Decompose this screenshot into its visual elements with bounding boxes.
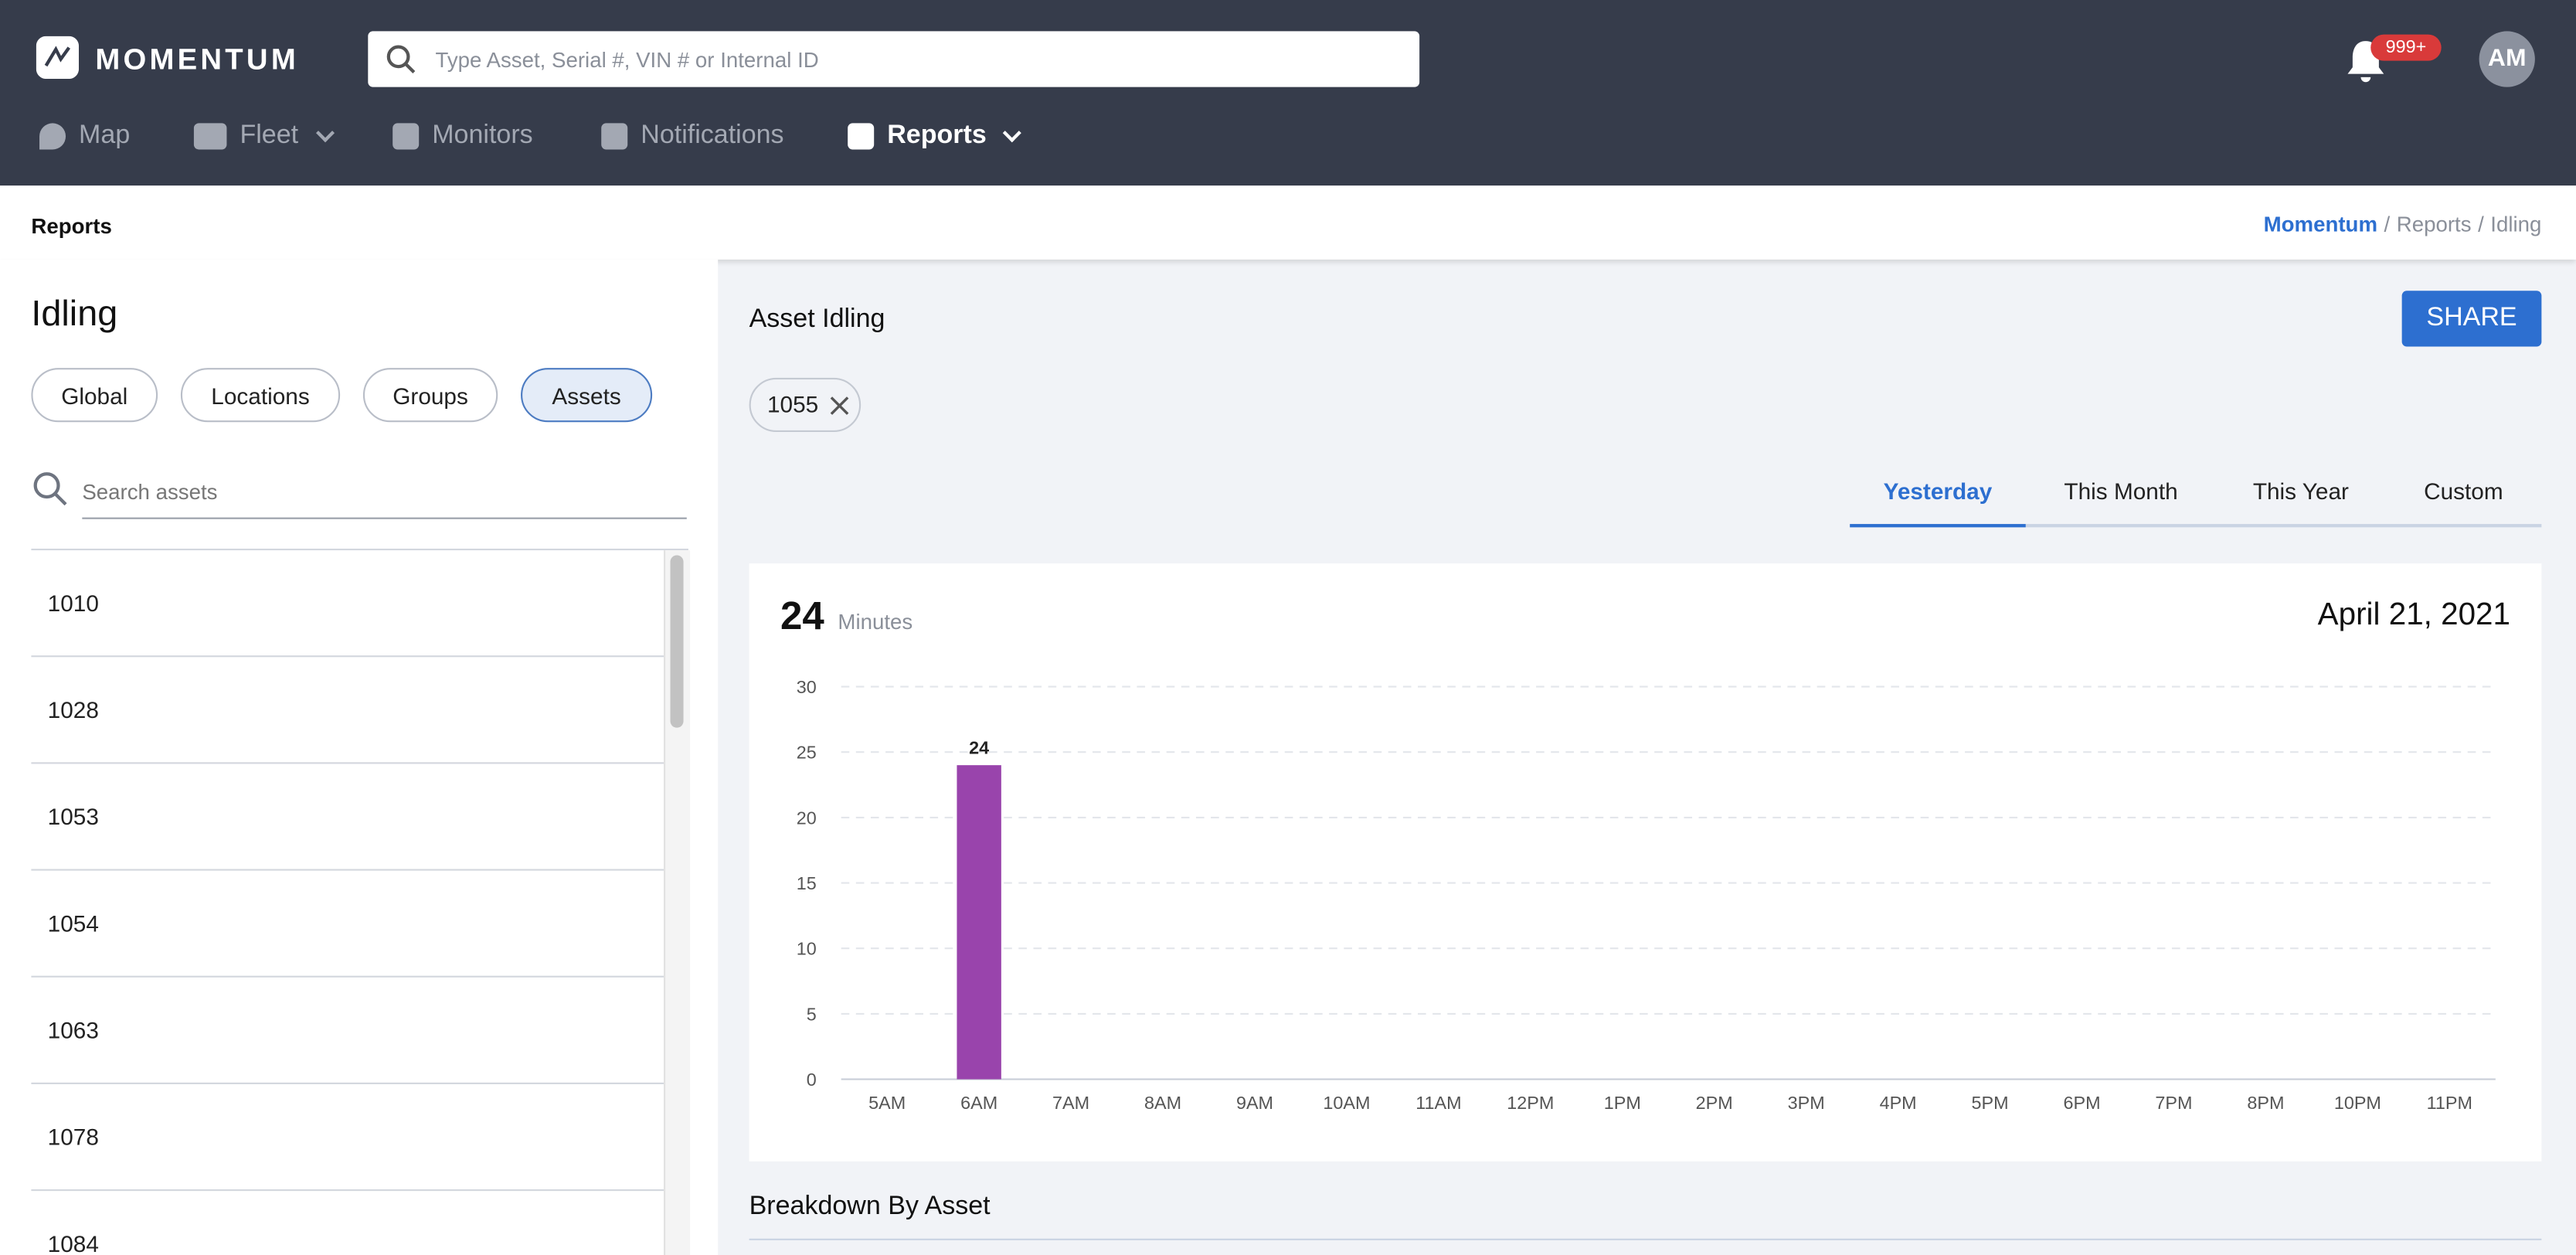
breadcrumb-bar: Reports Momentum / Reports / Idling <box>0 185 2576 260</box>
y-tick-label: 5 <box>807 1004 817 1024</box>
breadcrumb-item[interactable]: Momentum <box>2263 212 2378 237</box>
asset-row[interactable]: 1053 <box>31 764 664 871</box>
time-tab[interactable]: Yesterday <box>1850 473 2026 528</box>
x-tick-label: 11AM <box>1415 1093 1461 1113</box>
x-tick-label: 10PM <box>2334 1093 2381 1113</box>
share-button[interactable]: SHARE <box>2401 291 2542 347</box>
x-tick-label: 12PM <box>1507 1093 1554 1113</box>
header: MOMENTUM Type Asset, Serial #, VIN # or … <box>0 0 2576 186</box>
x-tick-label: 3PM <box>1788 1093 1825 1113</box>
time-tab[interactable]: This Year <box>2252 478 2349 505</box>
logo <box>36 36 80 80</box>
filter-pill[interactable]: Assets <box>521 368 653 423</box>
chart-card <box>749 563 2542 1161</box>
global-search[interactable]: Type Asset, Serial #, VIN # or Internal … <box>368 31 1420 87</box>
breadcrumb-item[interactable]: Reports <box>2396 212 2472 237</box>
search-icon <box>386 45 416 74</box>
x-tick-label: 4PM <box>1880 1093 1917 1113</box>
scroll-thumb[interactable] <box>670 555 684 728</box>
search-icon <box>33 472 67 506</box>
asset-row[interactable]: 1028 <box>31 657 664 764</box>
caret <box>1003 124 1022 143</box>
nav-label: Monitors <box>432 121 533 150</box>
asset-row[interactable]: 1078 <box>31 1084 664 1192</box>
total-value: 24 <box>780 594 824 639</box>
y-tick-label: 15 <box>797 873 817 893</box>
x-tick-label: 7AM <box>1052 1093 1089 1113</box>
time-tab[interactable]: This Month <box>2064 478 2178 505</box>
filter-pill[interactable]: Locations <box>180 368 341 423</box>
asset-row[interactable]: 1063 <box>31 978 664 1084</box>
filter-pill[interactable]: Groups <box>362 368 498 423</box>
chip-label: 1055 <box>766 390 819 417</box>
nav-icon <box>393 123 420 150</box>
sidebar <box>0 259 719 1255</box>
total-unit: Minutes <box>838 609 913 634</box>
chip-remove[interactable] <box>830 396 850 416</box>
nav-label: Map <box>79 121 131 150</box>
y-tick-label: 20 <box>797 808 817 828</box>
filter-pill[interactable]: Global <box>31 368 158 423</box>
caret <box>315 124 335 143</box>
nav-icon <box>848 123 875 150</box>
bar <box>957 765 1001 1080</box>
asset-row[interactable]: 1084 <box>31 1191 664 1255</box>
list-border <box>31 548 688 551</box>
x-tick-label: 6AM <box>960 1093 997 1113</box>
breadcrumb: Momentum / Reports / Idling <box>2264 212 2542 236</box>
value-label: 24 <box>969 737 989 757</box>
time-tab[interactable]: Custom <box>2424 478 2503 505</box>
breadcrumb-item: Idling <box>2490 212 2542 237</box>
x-tick-label: 10AM <box>1323 1093 1370 1113</box>
x-tick-label: 9AM <box>1236 1093 1273 1113</box>
x-tick-label: 11PM <box>2427 1093 2472 1113</box>
nav-item[interactable]: Map <box>39 120 130 153</box>
nav-item[interactable]: Reports <box>848 120 1022 153</box>
x-tick-label: 8AM <box>1144 1093 1181 1113</box>
notification-badge: 999+ <box>2370 34 2442 61</box>
search-placeholder: Type Asset, Serial #, VIN # or Internal … <box>435 47 819 73</box>
x-tick-label: 6PM <box>2063 1093 2100 1113</box>
sidebar-title: Idling <box>31 292 118 334</box>
asset-row[interactable]: 1010 <box>31 550 664 658</box>
x-tick-label: 2PM <box>1696 1093 1733 1113</box>
breakdown-title: Breakdown By Asset <box>749 1192 991 1221</box>
x-tick-label: 5PM <box>1972 1093 2009 1113</box>
y-tick-label: 25 <box>797 743 817 763</box>
nav-item[interactable]: Notifications <box>601 120 784 153</box>
panel-title: Asset Idling <box>749 305 885 334</box>
nav-label: Reports <box>887 121 987 150</box>
brand: MOMENTUM <box>95 43 299 76</box>
asset-chip: 1055 <box>749 377 861 433</box>
nav-icon <box>193 123 227 150</box>
nav-item[interactable]: Fleet <box>193 120 335 153</box>
page-title: Reports <box>31 213 112 239</box>
asset-search[interactable]: Search assets <box>82 479 687 519</box>
asset-row[interactable]: 1054 <box>31 871 664 978</box>
chart-date: April 21, 2021 <box>2317 597 2510 633</box>
scrollbar <box>664 550 691 1255</box>
tab-line <box>1850 524 2542 528</box>
y-tick-label: 30 <box>797 677 817 697</box>
y-tick-label: 0 <box>807 1070 817 1090</box>
asset-search-placeholder: Search assets <box>82 479 218 505</box>
breadcrumb-separator: / <box>2384 212 2391 237</box>
breadcrumb-separator: / <box>2478 212 2484 237</box>
nav-label: Fleet <box>240 121 299 150</box>
nav-label: Notifications <box>641 121 784 150</box>
nav-icon <box>39 123 66 150</box>
x-tick-label: 1PM <box>1604 1093 1641 1113</box>
avatar[interactable]: AM <box>2479 31 2535 87</box>
x-tick-label: 8PM <box>2247 1093 2284 1113</box>
y-tick-label: 10 <box>797 939 817 959</box>
x-tick-label: 7PM <box>2155 1093 2192 1113</box>
nav-item[interactable]: Monitors <box>393 120 533 153</box>
nav-icon <box>601 123 628 150</box>
breakdown-line <box>749 1238 2542 1240</box>
x-tick-label: 5AM <box>868 1093 906 1113</box>
